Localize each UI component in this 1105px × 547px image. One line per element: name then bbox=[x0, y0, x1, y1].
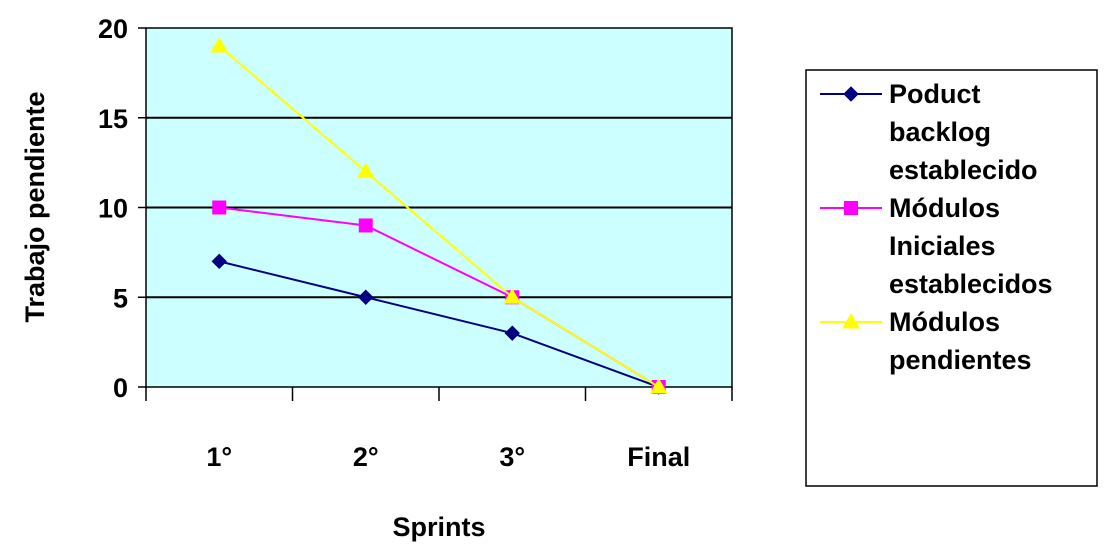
y-tick-label: 20 bbox=[98, 14, 128, 44]
data-point bbox=[504, 325, 520, 341]
legend-label: backlog bbox=[889, 117, 991, 147]
legend-label: pendientes bbox=[889, 345, 1032, 375]
legend-label: Poduct bbox=[889, 79, 981, 109]
data-point bbox=[210, 36, 229, 53]
y-tick-label: 10 bbox=[98, 194, 128, 224]
data-point bbox=[356, 162, 375, 179]
series-line bbox=[219, 260, 660, 388]
legend-entry-1: Poduct backlog establecido bbox=[820, 79, 1038, 185]
data-point bbox=[358, 289, 374, 305]
series-3 bbox=[210, 36, 668, 394]
legend-entry-3: Módulos pendientes bbox=[820, 307, 1032, 375]
legend: Poduct backlog establecido Módulos Iniciales… bbox=[820, 79, 1053, 375]
data-point bbox=[649, 377, 668, 394]
series-layer bbox=[210, 36, 668, 395]
legend-label: Módulos bbox=[889, 193, 1000, 223]
data-point bbox=[358, 218, 373, 233]
x-tick-label: 2° bbox=[353, 442, 379, 472]
data-point bbox=[211, 253, 227, 270]
data-point bbox=[212, 200, 227, 215]
x-axis-title: Sprints bbox=[392, 512, 485, 542]
legend-box bbox=[805, 69, 1098, 487]
y-tick-label: 5 bbox=[113, 283, 128, 313]
series-line bbox=[218, 45, 660, 388]
y-tick-label: 0 bbox=[113, 373, 128, 403]
x-tick-label: 1° bbox=[206, 442, 232, 472]
legend-entry-2: Módulos Iniciales establecidos bbox=[820, 193, 1053, 299]
legend-marker bbox=[842, 312, 860, 329]
y-axis-title: Trabajo pendiente bbox=[20, 91, 50, 322]
x-tick-label: 3° bbox=[499, 442, 525, 472]
legend-label: Iniciales bbox=[889, 231, 996, 261]
x-tick-label: Final bbox=[627, 442, 690, 472]
legend-label: Módulos bbox=[889, 307, 1000, 337]
legend-marker bbox=[844, 201, 858, 215]
legend-label: establecido bbox=[889, 155, 1038, 185]
data-point bbox=[503, 288, 522, 304]
y-tick-label: 15 bbox=[98, 104, 128, 134]
x-tick-labels: 1° 2° 3° Final bbox=[206, 442, 690, 472]
legend-label: establecidos bbox=[889, 269, 1053, 299]
axes bbox=[138, 27, 733, 401]
legend-marker bbox=[843, 86, 859, 102]
y-tick-labels: 0 5 10 15 20 bbox=[98, 14, 128, 403]
gridlines bbox=[146, 116, 732, 299]
